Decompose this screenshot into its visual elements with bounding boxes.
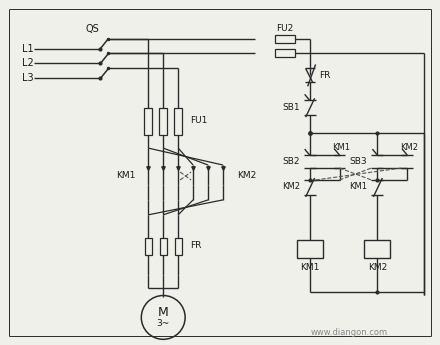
Text: L2: L2 [22, 58, 33, 68]
Bar [275, 49, 295, 58]
Bar [145, 238, 152, 255]
Text: KM2: KM2 [400, 142, 418, 151]
Text: KM1: KM1 [333, 142, 351, 151]
Text: 3~: 3~ [157, 319, 170, 328]
Text: FR: FR [319, 71, 331, 80]
Text: SB3: SB3 [350, 157, 367, 166]
Bar [144, 108, 152, 135]
Text: FU1: FU1 [190, 116, 208, 125]
Text: SB1: SB1 [282, 103, 300, 112]
Bar [364, 240, 390, 258]
Text: KM2: KM2 [282, 183, 300, 191]
Bar [174, 108, 182, 135]
Text: L3: L3 [22, 73, 33, 83]
Text: L1: L1 [22, 43, 33, 53]
Text: KM2: KM2 [237, 171, 256, 180]
Text: KM1: KM1 [116, 171, 136, 180]
Text: SB2: SB2 [282, 157, 300, 166]
Bar [175, 238, 182, 255]
Text: FR: FR [190, 241, 202, 250]
Bar [160, 238, 167, 255]
Text: KM1: KM1 [300, 263, 319, 272]
Text: www.diangon.com: www.diangon.com [311, 328, 388, 337]
Text: FU2: FU2 [276, 24, 293, 33]
Bar [159, 108, 167, 135]
Text: KM2: KM2 [368, 263, 387, 272]
Text: KM1: KM1 [349, 183, 367, 191]
Text: QS: QS [86, 23, 99, 33]
Text: M: M [158, 306, 169, 319]
Bar [275, 34, 295, 42]
Bar [297, 240, 323, 258]
